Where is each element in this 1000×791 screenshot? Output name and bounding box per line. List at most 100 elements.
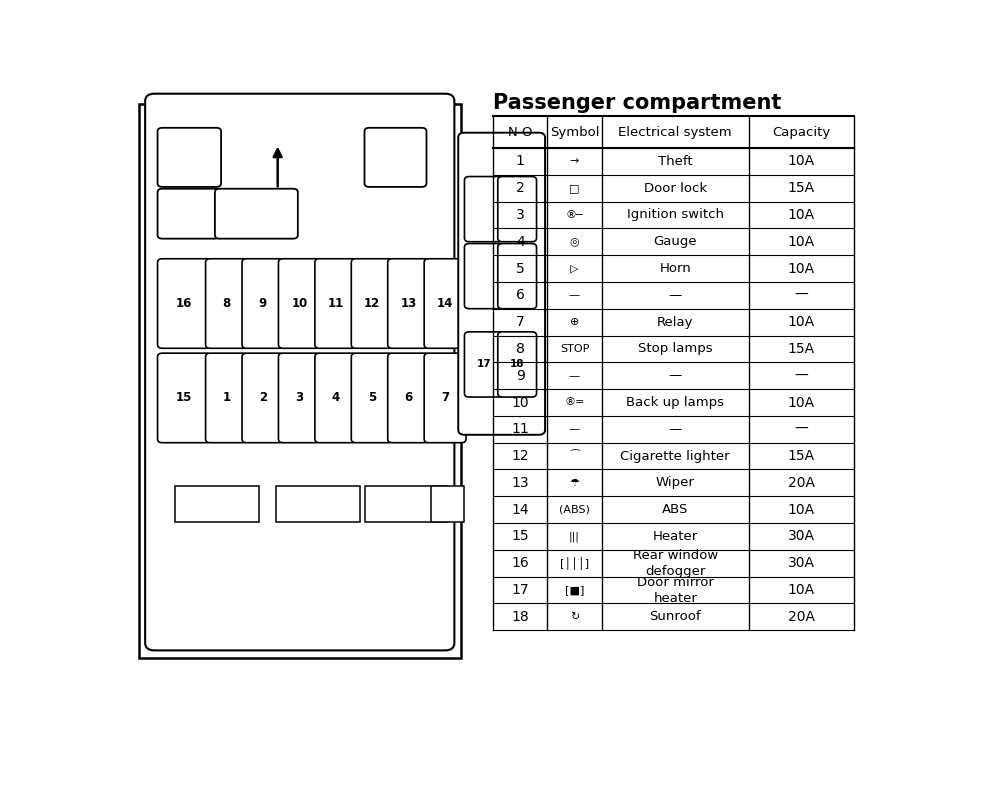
FancyBboxPatch shape [158,128,221,187]
Text: Rear window
defogger: Rear window defogger [633,549,718,577]
Text: ABS: ABS [662,503,688,517]
FancyBboxPatch shape [458,133,545,435]
Text: 10: 10 [291,297,308,310]
Bar [365,486,447,523]
Text: 6: 6 [405,392,413,404]
Text: 10A: 10A [788,154,815,168]
Text: 10A: 10A [788,262,815,275]
Text: 13: 13 [511,476,529,490]
Text: Ignition switch: Ignition switch [627,208,724,221]
Text: Theft: Theft [658,155,693,168]
Text: Back up lamps: Back up lamps [626,396,724,409]
Text: 20A: 20A [788,476,815,490]
FancyBboxPatch shape [388,259,430,348]
Text: 6: 6 [516,288,525,302]
Text: □: □ [569,183,580,193]
FancyBboxPatch shape [158,353,211,443]
FancyBboxPatch shape [215,189,298,239]
FancyBboxPatch shape [158,189,220,239]
Text: Relay: Relay [657,316,694,328]
Text: Door mirror
heater: Door mirror heater [637,576,714,604]
Text: 18: 18 [510,359,524,369]
FancyBboxPatch shape [498,332,537,397]
Text: Heater: Heater [653,530,698,543]
FancyBboxPatch shape [364,128,426,187]
Text: 15A: 15A [788,342,815,356]
Text: 10A: 10A [788,235,815,248]
FancyBboxPatch shape [315,353,357,443]
Text: 11: 11 [328,297,344,310]
FancyBboxPatch shape [278,259,320,348]
Text: Capacity: Capacity [772,126,830,138]
Text: [│││]: [│││] [560,557,589,570]
Text: ▷: ▷ [570,263,579,274]
Text: ®=: ®= [564,398,585,407]
FancyBboxPatch shape [464,176,503,242]
FancyBboxPatch shape [498,244,537,308]
Text: —: — [669,289,682,302]
Text: 13: 13 [401,297,417,310]
Text: Wiper: Wiper [656,476,695,490]
Text: —: — [669,369,682,382]
FancyBboxPatch shape [424,353,466,443]
FancyBboxPatch shape [498,176,537,242]
Text: —: — [569,371,580,380]
FancyBboxPatch shape [242,353,284,443]
Text: 15A: 15A [788,449,815,463]
Text: —: — [569,424,580,434]
Text: 2: 2 [516,181,525,195]
Text: Horn: Horn [659,262,691,275]
Text: 16: 16 [511,556,529,570]
Text: 9: 9 [259,297,267,310]
Text: 14: 14 [437,297,453,310]
FancyBboxPatch shape [206,259,247,348]
Text: —: — [569,290,580,301]
Text: 30A: 30A [788,556,815,570]
Text: 18: 18 [511,610,529,624]
FancyBboxPatch shape [242,259,284,348]
Text: (ABS): (ABS) [559,505,590,515]
Text: ◎: ◎ [570,237,579,247]
Text: 15: 15 [511,529,529,543]
Bar [276,486,360,523]
Text: ⁀: ⁀ [570,451,579,461]
Text: —: — [669,423,682,436]
Text: 17: 17 [511,583,529,597]
Text: 3: 3 [295,392,303,404]
Text: 8: 8 [222,297,231,310]
Text: Electrical system: Electrical system [618,126,732,138]
Text: Door lock: Door lock [644,182,707,195]
Bar [139,104,461,658]
Text: 3: 3 [516,208,525,222]
Text: 20A: 20A [788,610,815,624]
Bar [431,486,464,523]
Text: 5: 5 [368,392,376,404]
Text: 10: 10 [511,396,529,410]
Text: Gauge: Gauge [653,235,697,248]
FancyBboxPatch shape [145,93,454,650]
Text: 15: 15 [176,392,192,404]
Text: 12: 12 [364,297,380,310]
Text: Passenger compartment: Passenger compartment [493,93,782,113]
Text: 5: 5 [516,262,525,275]
Text: 1: 1 [222,392,231,404]
Text: 12: 12 [511,449,529,463]
Text: Sunroof: Sunroof [649,611,701,623]
Text: 7: 7 [516,315,525,329]
FancyBboxPatch shape [315,259,357,348]
FancyBboxPatch shape [351,259,393,348]
FancyBboxPatch shape [158,259,211,348]
Text: —: — [794,288,808,302]
Text: —: — [794,369,808,383]
Text: N O: N O [508,126,532,138]
Text: ↻: ↻ [570,612,579,622]
Text: 7: 7 [441,392,449,404]
Text: ®─: ®─ [566,210,583,220]
Text: 17: 17 [477,359,491,369]
Text: 10A: 10A [788,315,815,329]
Text: 14: 14 [511,503,529,517]
Text: Symbol: Symbol [550,126,599,138]
Text: [■]: [■] [565,585,584,595]
Text: 2: 2 [259,392,267,404]
Text: 9: 9 [516,369,525,383]
